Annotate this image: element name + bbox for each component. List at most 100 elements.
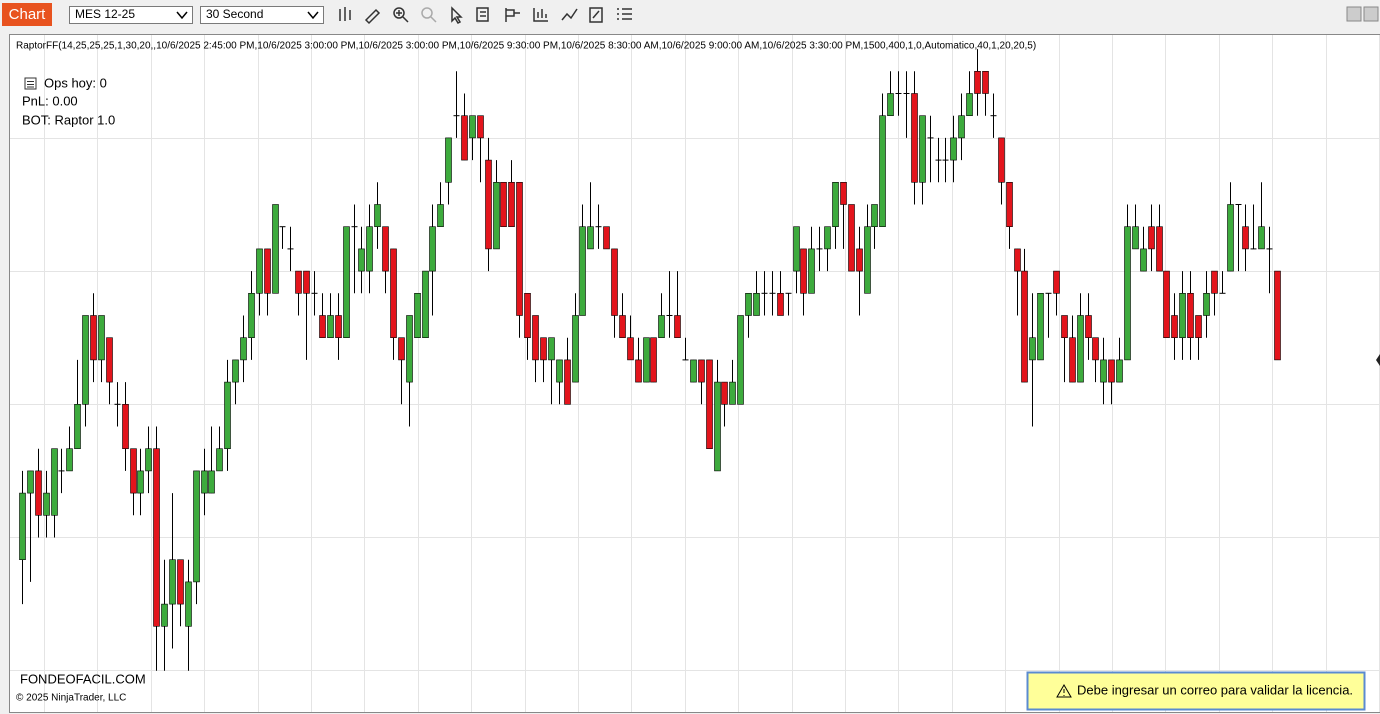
- candle-body: [295, 270, 302, 294]
- candle-body: [1021, 270, 1028, 383]
- candle-body: [966, 93, 973, 117]
- candle-body: [856, 248, 863, 272]
- candle-body: [832, 182, 839, 228]
- candle-body: [848, 204, 855, 272]
- candle-body: [208, 470, 215, 494]
- candle-body: [800, 248, 807, 294]
- warning-box: [1026, 671, 1366, 711]
- candle-body: [224, 381, 231, 450]
- candle-body: [319, 315, 326, 339]
- candle-body: [90, 315, 97, 361]
- candle-body: [1100, 359, 1107, 383]
- candle-body: [627, 337, 634, 361]
- candle-body: [714, 381, 721, 472]
- candle-body: [477, 115, 484, 139]
- candle-body: [216, 448, 223, 472]
- candle-body: [524, 292, 531, 338]
- candle-body: [658, 315, 665, 339]
- candle-body: [74, 403, 81, 449]
- candle-body: [516, 182, 523, 316]
- window-button[interactable]: [1346, 6, 1362, 22]
- candle-body: [729, 381, 736, 405]
- candle-body: [130, 448, 137, 494]
- copyright-text: © 2025 NinjaTrader, LLC: [16, 693, 126, 704]
- warning-text: Debe ingresar un correo para validar la …: [1077, 682, 1353, 697]
- interval-select[interactable]: [200, 6, 324, 24]
- candle-body: [1085, 315, 1092, 339]
- candle-body: [485, 159, 492, 250]
- dropdown-arrow: [176, 11, 188, 20]
- warning-icon: [1056, 684, 1072, 698]
- instrument-select[interactable]: [69, 6, 193, 24]
- candle-body: [493, 182, 500, 250]
- indicator-label: RaptorFF(14,25,25,25,1,30,20,,10/6/2025 …: [16, 41, 1036, 52]
- candle-body: [1132, 226, 1139, 250]
- candle-body: [548, 337, 555, 361]
- price-marker: [1376, 354, 1380, 366]
- instrument-label[interactable]: MES 12-25: [75, 7, 135, 21]
- ops-text: Ops hoy: 0: [44, 75, 107, 90]
- candle-body: [82, 315, 89, 405]
- candle-body: [706, 359, 713, 449]
- candle-body: [1211, 270, 1218, 294]
- candles: [19, 49, 1281, 671]
- candle-body: [406, 315, 413, 383]
- grid: [10, 35, 1380, 712]
- candle-body: [122, 403, 129, 449]
- candle-body: [919, 115, 926, 183]
- tab-label[interactable]: Chart: [9, 6, 47, 23]
- candle-body: [201, 470, 208, 494]
- candle-body: [272, 204, 279, 294]
- candle-body: [1195, 315, 1202, 339]
- candle-body: [1156, 226, 1163, 272]
- interval-label[interactable]: 30 Second: [206, 7, 263, 21]
- candle-body: [43, 492, 50, 516]
- candle-body: [982, 71, 989, 94]
- candle-body: [840, 182, 847, 205]
- candle-body: [335, 315, 342, 339]
- candle-body: [864, 226, 871, 294]
- candle-body: [974, 71, 981, 94]
- candle-body: [27, 470, 34, 494]
- candle-body: [721, 381, 728, 405]
- candle-body: [35, 470, 42, 516]
- candle-body: [414, 292, 421, 338]
- candle-body: [698, 359, 705, 383]
- candle-body: [193, 470, 200, 583]
- candle-body: [248, 292, 255, 338]
- dropdown-arrow: [307, 11, 319, 20]
- candle-body: [358, 248, 365, 272]
- candle-body: [1092, 337, 1099, 361]
- candle-body: [1242, 226, 1249, 250]
- candle-body: [303, 270, 310, 294]
- candle-body: [422, 270, 429, 339]
- tab[interactable]: [2, 3, 52, 26]
- overlay-icon: [27, 81, 34, 88]
- candle-body: [1029, 337, 1036, 361]
- brand-text: FONDEOFACIL.COM: [20, 671, 146, 686]
- candle-body: [1203, 292, 1210, 316]
- overlay-icon: [24, 77, 37, 90]
- candle-body: [374, 204, 381, 228]
- candle-body: [429, 226, 436, 272]
- candle-body: [674, 315, 681, 339]
- candle-body: [264, 248, 271, 294]
- candle-body: [911, 93, 918, 183]
- candle-body: [1187, 292, 1194, 338]
- window-button[interactable]: [1363, 6, 1379, 22]
- toolbar-icons[interactable]: [339, 6, 632, 25]
- candle-body: [532, 315, 539, 361]
- candle-body: [1258, 226, 1265, 250]
- candle-body: [145, 448, 152, 472]
- candle-body: [469, 115, 476, 139]
- candle-body: [1124, 226, 1131, 361]
- candle-body: [540, 337, 547, 361]
- candle-body: [382, 226, 389, 272]
- candle-body: [232, 359, 239, 383]
- candle-body: [98, 315, 105, 361]
- candle-body: [161, 603, 168, 627]
- candle-body: [1077, 315, 1084, 383]
- candle-body: [611, 248, 618, 316]
- bot-text: BOT: Raptor 1.0: [22, 112, 115, 127]
